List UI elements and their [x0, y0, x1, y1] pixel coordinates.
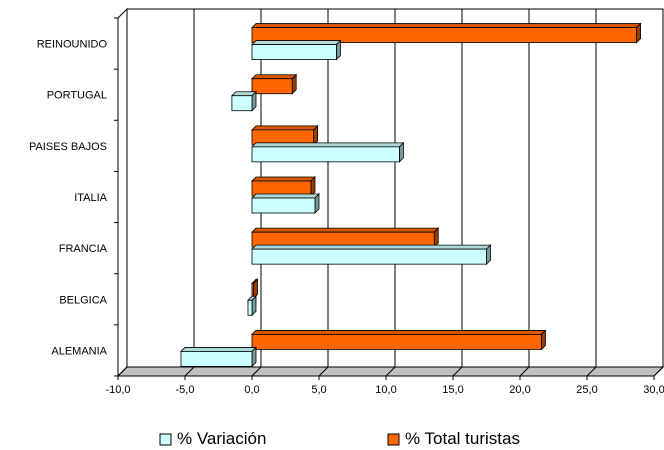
bars: [180, 22, 642, 368]
bar-total-turistas-francia: [251, 227, 440, 249]
bar-total-turistas-reino-unido-front: [251, 27, 637, 43]
bar-variaci-n-reino-unido-front: [251, 44, 337, 60]
legend-swatch: [387, 433, 400, 446]
x-tick-label: -10,0: [105, 384, 130, 396]
bar-total-turistas-portugal-top: [251, 74, 298, 80]
category-label-alemania: ALEMANIA: [51, 345, 107, 357]
floor-gridline-7: [586, 366, 597, 377]
bar-variaci-n-francia-side: [486, 244, 491, 266]
bar-total-turistas-italia-side: [310, 176, 316, 197]
bar-total-turistas-paises-bajos-top: [251, 125, 319, 131]
bar-variaci-n-italia-front: [251, 197, 316, 214]
side-wall: [117, 7, 128, 378]
bar-variaci-n-portugal-side: [251, 90, 257, 112]
bar-total-turistas-alemania-front: [251, 334, 542, 350]
bar-total-turistas-francia-top: [251, 227, 440, 233]
bar-variaci-n-italia-side: [314, 193, 320, 214]
x-tick-label: 15,0: [442, 384, 463, 396]
floor-gridline-5: [452, 366, 463, 377]
bar-variaci-n-belgica-front: [247, 299, 253, 316]
category-label-portugal: PORTUGAL: [47, 90, 107, 102]
x-tick-label: -5,0: [176, 384, 195, 396]
category-label-paises-bajos: PAISES BAJOS: [29, 141, 107, 153]
bar-total-turistas-reino-unido-top: [251, 23, 642, 28]
x-tick-label: 20,0: [509, 384, 530, 396]
bar-variaci-n-reino-unido: [251, 39, 342, 61]
legend: % Variación % Total turistas: [159, 429, 520, 448]
chart-walls: [116, 7, 664, 378]
legend-item-total-turistas: % Total turistas: [387, 429, 520, 448]
bar-total-turistas-francia-side: [433, 227, 439, 249]
x-tick-label: 5,0: [311, 384, 326, 396]
bar-total-turistas-paises-bajos-side: [313, 124, 319, 146]
bar-variaci-n-belgica: [247, 295, 257, 317]
floor-gridline-3: [318, 366, 329, 377]
floor-gridline-1: [184, 366, 195, 377]
bar-total-turistas-alemania-top: [251, 330, 547, 335]
bar-total-turistas-italia-top: [251, 176, 316, 182]
floor-gridline-6: [519, 366, 530, 377]
floor-gridline-2: [251, 366, 262, 377]
legend-label: % Total turistas: [405, 429, 520, 448]
bar-total-turistas-portugal-front: [251, 78, 293, 95]
bar-variaci-n-portugal-front: [231, 95, 253, 112]
gridlines: [117, 9, 664, 377]
bar-variaci-n-alemania-side: [251, 346, 257, 368]
bar-variaci-n-francia-top: [251, 244, 492, 250]
bar-total-turistas-portugal: [251, 73, 298, 95]
bar-variaci-n-paises-bajos-front: [251, 146, 400, 163]
bar-total-turistas-alemania: [251, 329, 547, 351]
bar-total-turistas-reino-unido: [251, 22, 642, 44]
bar-variaci-n-paises-bajos-top: [251, 142, 405, 148]
bar-variaci-n-italia-top: [251, 193, 320, 199]
bar-total-turistas-paises-bajos: [251, 124, 319, 146]
floor-gridline-8: [653, 366, 664, 377]
axes: [114, 17, 655, 380]
bar-variaci-n-alemania-top: [180, 347, 257, 352]
legend-label: % Variación: [177, 429, 266, 448]
category-label-italia: ITALIA: [74, 192, 107, 204]
bar-variaci-n-paises-bajos: [251, 141, 405, 163]
floor-gridline-4: [385, 366, 396, 377]
category-label-belgica: BELGICA: [59, 294, 107, 306]
category-label-reino-unido: REINOUNIDO: [37, 39, 108, 51]
bar-total-turistas-alemania-side: [541, 329, 546, 351]
bar-variaci-n-reino-unido-top: [251, 40, 342, 45]
floor-gridline-0: [117, 366, 128, 377]
bar-variaci-n-francia-front: [251, 248, 487, 265]
bar-total-turistas-portugal-side: [291, 73, 297, 95]
category-label-francia: FRANCIA: [59, 243, 108, 255]
bar-total-turistas-belgica: [251, 278, 259, 300]
bar-variaci-n-francia: [251, 244, 492, 266]
x-tick-label: 25,0: [576, 384, 597, 396]
x-tick-label: 30,0: [643, 384, 664, 396]
bar-variaci-n-alemania: [180, 346, 257, 368]
bar-variaci-n-paises-bajos-side: [398, 141, 404, 163]
axis-labels: -10,0 -5,0 0,0 5,0 10,0 15,0 20,0 25,0 30,0 ALEMA…: [29, 39, 664, 396]
bar-variaci-n-portugal: [230, 90, 257, 112]
x-tick-label: 10,0: [375, 384, 396, 396]
legend-item-variaci-n: % Variación: [159, 429, 266, 448]
x-tick-label: 0,0: [244, 384, 259, 396]
bar-variaci-n-italia: [251, 193, 320, 214]
bar-total-turistas-belgica-side: [253, 278, 258, 300]
bar-total-turistas-reino-unido-side: [636, 22, 641, 44]
bar-variaci-n-reino-unido-side: [336, 39, 341, 61]
bar-variaci-n-belgica-side: [251, 295, 257, 317]
bar-variaci-n-alemania-front: [180, 351, 253, 367]
bar-total-turistas-italia: [251, 176, 316, 197]
legend-swatch: [159, 433, 172, 446]
